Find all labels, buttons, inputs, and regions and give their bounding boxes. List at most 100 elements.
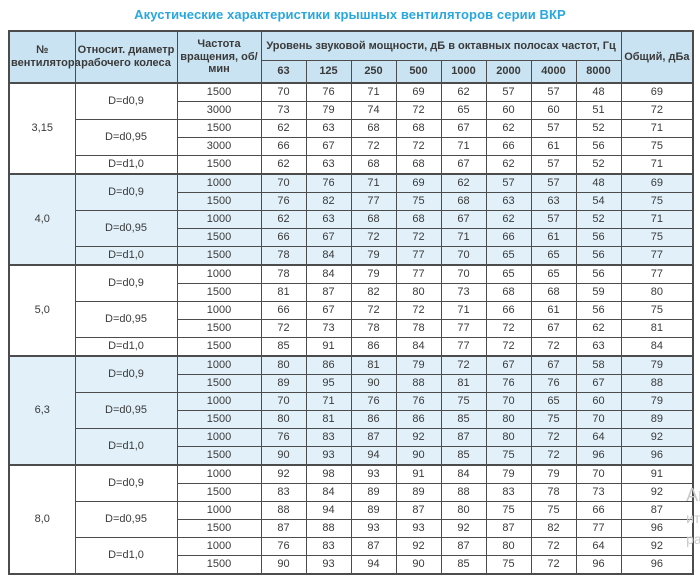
speed-cell: 1000	[176, 301, 262, 320]
value-cell: 67	[440, 119, 487, 138]
value-cell: 90	[260, 446, 307, 466]
speed-cell: 3000	[176, 137, 262, 156]
value-cell: 81	[305, 410, 352, 429]
value-cell: 87	[395, 501, 442, 520]
total-cell: 71	[620, 155, 694, 175]
value-cell: 88	[260, 501, 307, 520]
value-cell: 86	[350, 337, 397, 357]
value-cell: 63	[575, 337, 622, 357]
table-row: 1500 89 95 90 88 81 76 76 67 88	[9, 374, 694, 393]
total-cell: 96	[620, 555, 694, 575]
header-row-top: № вентилятора Относит. диаметр рабочего …	[8, 30, 694, 84]
value-cell: 56	[575, 246, 622, 266]
diameter-cell: D=d0,95	[74, 119, 178, 156]
value-cell: 91	[305, 337, 352, 357]
total-cell: 92	[620, 483, 694, 502]
value-cell: 80	[395, 283, 442, 302]
value-cell: 79	[485, 464, 532, 484]
total-cell: 69	[620, 173, 694, 193]
header-total: Общий, дБа	[620, 30, 694, 84]
value-cell: 88	[305, 519, 352, 538]
value-cell: 72	[485, 337, 532, 357]
value-cell: 76	[395, 392, 442, 411]
value-cell: 83	[260, 483, 307, 502]
value-cell: 78	[260, 264, 307, 284]
value-cell: 71	[350, 173, 397, 193]
value-cell: 71	[440, 301, 487, 320]
value-cell: 75	[485, 555, 532, 575]
speed-cell: 1500	[176, 483, 262, 502]
value-cell: 57	[530, 155, 577, 175]
total-cell: 81	[620, 319, 694, 338]
value-cell: 76	[530, 374, 577, 393]
table-row: D=d1,0 1000 76 83 87 92 87 80 72 64 92	[9, 428, 694, 466]
value-cell: 83	[485, 483, 532, 502]
value-cell: 76	[350, 392, 397, 411]
value-cell: 78	[530, 483, 577, 502]
value-cell: 90	[395, 446, 442, 466]
table-row: 6,3 D=d0,9 1000 80 86 81 79 72 67 67 58 79	[8, 355, 694, 466]
value-cell: 78	[260, 246, 307, 266]
value-cell: 67	[305, 301, 352, 320]
total-cell: 69	[620, 82, 694, 102]
value-cell: 87	[440, 428, 487, 447]
value-cell: 57	[530, 119, 577, 138]
value-cell: 56	[575, 137, 622, 156]
speed-cell: 1000	[176, 501, 262, 520]
value-cell: 56	[575, 301, 622, 320]
value-cell: 66	[575, 501, 622, 520]
value-cell: 67	[530, 319, 577, 338]
value-cell: 78	[350, 319, 397, 338]
value-cell: 69	[395, 82, 442, 102]
diameter-cell: D=d0,9	[74, 173, 178, 211]
value-cell: 72	[530, 555, 577, 575]
table-row: D=d0,95 1000 62 63 68 68 67 62 57 52 71	[9, 210, 694, 247]
value-cell: 75	[395, 192, 442, 211]
value-cell: 95	[305, 374, 352, 393]
value-cell: 72	[350, 228, 397, 247]
value-cell: 67	[530, 355, 577, 375]
total-cell: 91	[620, 464, 694, 484]
value-cell: 82	[530, 519, 577, 538]
value-cell: 84	[305, 264, 352, 284]
value-cell: 62	[260, 210, 307, 229]
value-cell: 61	[530, 228, 577, 247]
value-cell: 72	[395, 137, 442, 156]
value-cell: 96	[575, 446, 622, 466]
value-cell: 70	[260, 82, 307, 102]
value-cell: 85	[440, 446, 487, 466]
total-cell: 79	[620, 355, 694, 375]
value-cell: 67	[440, 210, 487, 229]
value-cell: 84	[305, 246, 352, 266]
value-cell: 87	[350, 537, 397, 556]
value-cell: 81	[440, 374, 487, 393]
value-cell: 69	[395, 173, 442, 193]
value-cell: 72	[530, 537, 577, 556]
diameter-cell: D=d1,0	[74, 155, 178, 175]
table-row: D=d1,0 1000 76 83 87 92 87 80 72 64 92	[9, 537, 694, 575]
speed-cell: 1500	[176, 155, 262, 175]
header-diameter: Относит. диаметр рабочего колеса	[74, 30, 178, 84]
table-body: 3,15 D=d0,9 1500 70 76 71 69 62 57 57 48 69 3000 73 79…	[8, 82, 694, 575]
total-cell: 92	[620, 428, 694, 447]
value-cell: 66	[260, 301, 307, 320]
value-cell: 96	[575, 555, 622, 575]
value-cell: 78	[395, 319, 442, 338]
value-cell: 90	[260, 555, 307, 575]
diameter-cell: D=d1,0	[74, 337, 178, 357]
acoustic-characteristics-table: № вентилятора Относит. диаметр рабочего …	[8, 30, 695, 575]
speed-cell: 1000	[176, 264, 262, 284]
value-cell: 57	[530, 210, 577, 229]
value-cell: 68	[395, 210, 442, 229]
total-cell: 84	[620, 337, 694, 357]
fan-cell: 4,0	[8, 173, 76, 266]
value-cell: 87	[350, 428, 397, 447]
speed-cell: 1500	[176, 519, 262, 538]
header-fan-number: № вентилятора	[8, 30, 81, 84]
value-cell: 67	[305, 228, 352, 247]
value-cell: 70	[575, 410, 622, 429]
header-row-frequencies: 63 125 250 500 1000 2000 4000 8000	[9, 60, 694, 84]
value-cell: 65	[485, 264, 532, 284]
diameter-cell: D=d0,9	[74, 464, 178, 502]
total-cell: 80	[620, 283, 694, 302]
